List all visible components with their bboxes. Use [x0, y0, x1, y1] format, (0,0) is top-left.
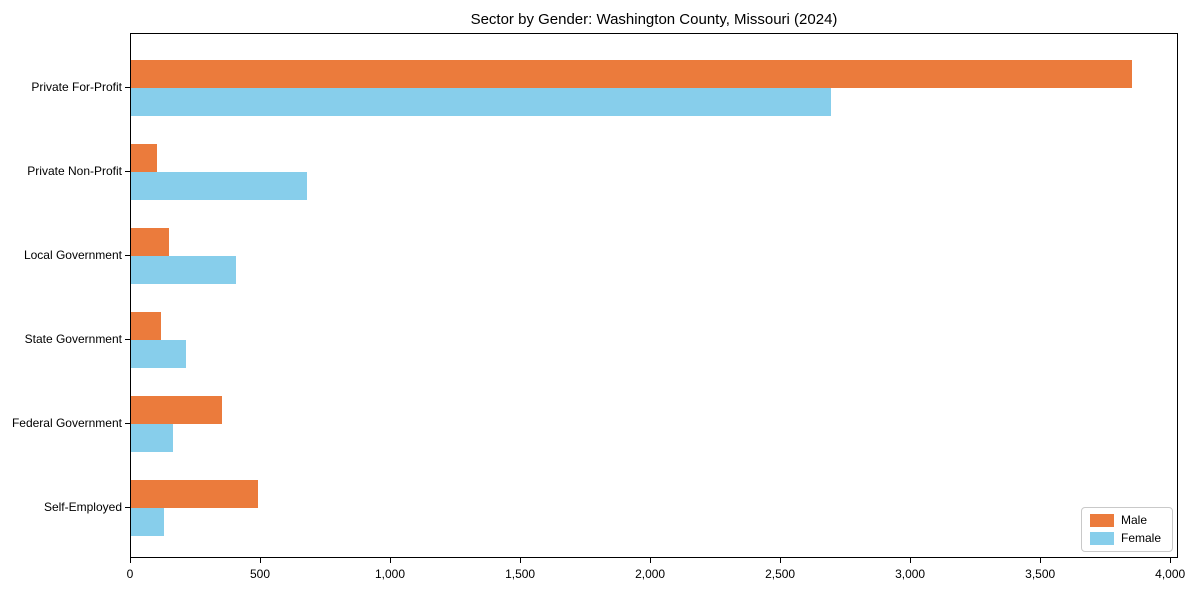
female-legend-swatch: [1090, 532, 1114, 545]
male-legend-swatch: [1090, 514, 1114, 527]
legend-item-male: Male: [1090, 514, 1164, 527]
xtick-mark-0: [130, 558, 131, 563]
bar-male-self-employed: [131, 479, 259, 508]
bar-male-state-government: [131, 311, 161, 340]
xtick-mark-1500: [520, 558, 522, 563]
xtick-mark-3500: [1040, 558, 1042, 563]
ytick-mark-federal-government: [125, 422, 130, 424]
ytick-mark-state-government: [125, 338, 130, 340]
xtick-label-4000: 4,000: [1155, 567, 1186, 581]
xtick-label-3000: 3,000: [895, 567, 926, 581]
bar-female-state-government: [131, 339, 186, 368]
xtick-mark-4000: [1170, 558, 1172, 563]
ytick-label-private-non-profit: Private Non-Profit: [27, 163, 122, 178]
legend-item-female: Female: [1090, 532, 1164, 545]
bar-female-self-employed: [131, 507, 164, 536]
ytick-mark-private-non-profit: [125, 170, 130, 172]
xtick-mark-500: [260, 558, 261, 563]
male-legend-label: Male: [1121, 513, 1148, 527]
bar-male-federal-government: [131, 395, 222, 424]
bar-female-private-for-profit: [131, 87, 831, 116]
xtick-label-3500: 3,500: [1025, 567, 1056, 581]
xtick-mark-2000: [650, 558, 652, 563]
bar-female-federal-government: [131, 423, 173, 452]
ytick-mark-self-employed: [125, 506, 130, 508]
ytick-label-private-for-profit: Private For-Profit: [31, 79, 122, 94]
ytick-label-state-government: State Government: [24, 331, 122, 346]
legend: Male Female: [1081, 507, 1173, 552]
xtick-label-500: 500: [249, 567, 271, 581]
bar-female-private-non-profit: [131, 171, 307, 200]
bar-male-private-for-profit: [131, 59, 1133, 88]
xtick-label-1000: 1,000: [374, 567, 406, 581]
female-legend-label: Female: [1121, 531, 1162, 545]
ytick-mark-private-for-profit: [125, 86, 130, 88]
xtick-label-1500: 1,500: [505, 567, 536, 581]
xtick-label-0: 0: [126, 567, 134, 581]
plot-area: Male Female: [130, 33, 1178, 558]
bar-female-local-government: [131, 255, 237, 284]
xtick-mark-2500: [780, 558, 782, 563]
xtick-mark-1000: [390, 558, 391, 563]
xtick-label-2000: 2,000: [635, 567, 666, 581]
xtick-label-2500: 2,500: [765, 567, 796, 581]
ytick-label-local-government: Local Government: [23, 247, 122, 262]
chart-title: Sector by Gender: Washington County, Mis…: [470, 11, 838, 28]
xtick-mark-3000: [910, 558, 912, 563]
bar-male-local-government: [131, 227, 169, 256]
ytick-label-self-employed: Self-Employed: [43, 499, 122, 514]
bar-male-private-non-profit: [131, 143, 157, 172]
ytick-mark-local-government: [125, 254, 130, 256]
ytick-label-federal-government: Federal Government: [11, 415, 122, 430]
